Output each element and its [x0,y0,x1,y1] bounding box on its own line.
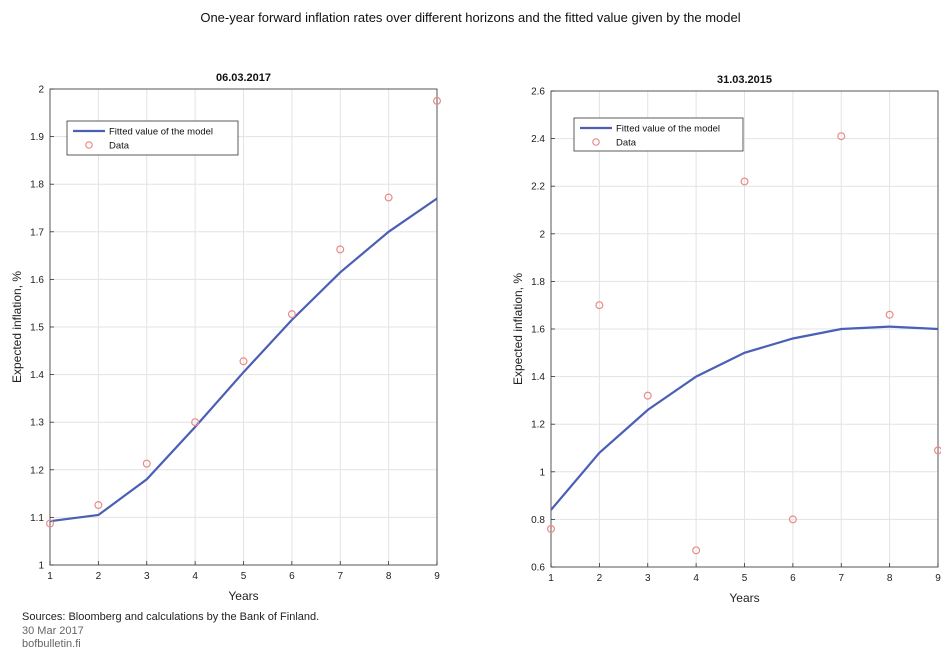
chart1-data-point [433,96,442,105]
chart2-y-axis-label: Expected inflation, % [511,273,525,385]
chart1-y-axis-label: Expected inflation, % [10,271,24,383]
site-name: bofbulletin.fi [22,638,81,650]
chart1-x-tick-label: 9 [434,571,440,582]
chart1-x-tick-label: 8 [386,571,392,582]
chart1-y-tick-label: 1.9 [30,132,44,143]
chart1-x-tick-label: 7 [337,571,343,582]
chart1-legend-label-data: Data [109,141,130,152]
chart2-y-tick-label: 1.8 [531,277,545,288]
chart2-x-axis-label: Years [729,591,759,605]
chart1-title: 06.03.2017 [216,72,271,84]
chart2-data-point [692,546,701,555]
chart1-y-tick-label: 1.7 [30,227,44,238]
chart2-y-tick-label: 1.6 [531,325,545,336]
chart1-data-point [239,357,248,366]
chart2-x-tick-label: 4 [693,573,699,584]
chart1-data-point [94,501,103,510]
chart1-x-tick-label: 2 [96,571,102,582]
figure-title: One-year forward inflation rates over di… [200,10,741,25]
chart1-y-tick-label: 1.1 [30,513,44,524]
chart1-y-tick-label: 1.6 [30,275,44,286]
chart1-x-tick-label: 6 [289,571,295,582]
chart1-data-point [45,519,54,528]
chart2-title: 31.03.2015 [717,74,772,86]
chart1-data-point [336,245,345,254]
chart2-y-tick-label: 2 [539,229,545,240]
chart1-fitted-line [49,197,438,523]
chart2-x-tick-label: 1 [548,573,554,584]
chart1-x-tick-label: 4 [192,571,198,582]
chart1-legend-label-fitted: Fitted value of the model [109,127,213,138]
chart2-y-tick-label: 2.6 [531,87,545,98]
chart1-y-tick-label: 2 [38,85,44,96]
chart1-data-point [142,459,151,468]
source-note: Sources: Bloomberg and calculations by t… [22,611,320,623]
chart2-legend-box [573,117,744,152]
chart1-y-tick-label: 1 [38,561,44,572]
chart2-data-point [837,132,846,141]
chart1-y-tick-label: 1.3 [30,418,44,429]
chart2-y-tick-label: 0.6 [531,563,545,574]
chart2-x-tick-label: 3 [645,573,651,584]
chart1-legend-marker-swatch [85,141,93,149]
chart2-y-tick-label: 2.2 [531,182,545,193]
chart2-data-point [740,177,749,186]
chart2-x-tick-label: 8 [887,573,893,584]
chart1-legend-box [66,120,239,156]
chart2-x-tick-label: 7 [838,573,844,584]
chart2-fitted-line [550,325,939,511]
chart2-legend-marker-swatch [592,138,600,146]
chart2-y-tick-label: 1.4 [531,372,545,383]
chart2-data-point [788,515,797,524]
chart1-x-tick-label: 1 [47,571,53,582]
chart2-legend-label-fitted: Fitted value of the model [616,124,720,135]
chart2-y-tick-label: 1.2 [531,420,545,431]
chart1-y-tick-label: 1.5 [30,323,44,334]
chart2-data-point [546,524,555,533]
publish-date: 30 Mar 2017 [22,625,84,637]
chart1-data-point [384,193,393,202]
chart2-x-tick-label: 2 [597,573,603,584]
chart2-y-tick-label: 1 [539,467,545,478]
chart2-data-point [934,446,941,455]
chart1-y-tick-label: 1.2 [30,465,44,476]
chart2-legend-label-data: Data [616,138,637,149]
chart2-y-tick-label: 0.8 [531,515,545,526]
chart1-data-point [191,418,200,427]
chart1-x-axis-label: Years [228,589,258,603]
chart2-data-point [643,391,652,400]
chart1-x-tick-label: 5 [241,571,247,582]
chart1-y-tick-label: 1.8 [30,180,44,191]
chart2-y-tick-label: 2.4 [531,134,545,145]
chart1-data-point [287,310,296,319]
chart2-data-point [595,301,604,310]
chart2-x-tick-label: 9 [935,573,941,584]
chart1-x-tick-label: 3 [144,571,150,582]
chart2-data-point [885,310,894,319]
chart1-y-tick-label: 1.4 [30,370,44,381]
chart2-x-tick-label: 5 [742,573,748,584]
chart2-x-tick-label: 6 [790,573,796,584]
